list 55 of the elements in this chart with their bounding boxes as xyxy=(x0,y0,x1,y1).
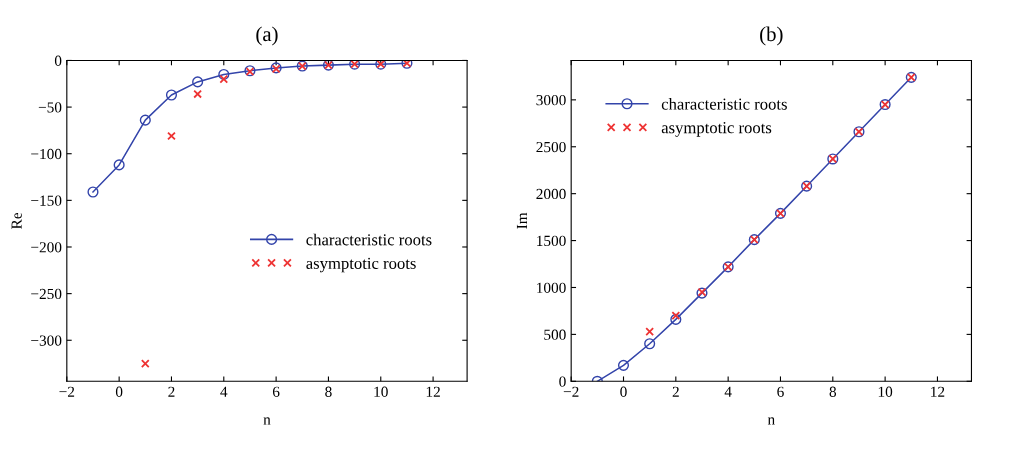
x-tick-label: 0 xyxy=(115,386,123,397)
x-tick-label: 4 xyxy=(724,386,732,397)
y-tick-label: 2500 xyxy=(536,141,566,153)
y-tick-label: 0 xyxy=(54,55,62,66)
point xyxy=(218,68,230,80)
chart-title: (a) xyxy=(256,26,278,46)
x-tick-label: 2 xyxy=(168,386,175,397)
x-tick-label: 12 xyxy=(931,386,945,397)
x-tick-label: 4 xyxy=(220,386,228,397)
x-tick-label: −2 xyxy=(59,386,75,397)
point xyxy=(140,359,150,368)
point xyxy=(167,131,176,141)
x-axis-title: n xyxy=(263,417,271,425)
y-tick-label: −300 xyxy=(31,335,62,346)
y-axis-title: Re xyxy=(11,212,22,229)
y-tick-label: 0 xyxy=(559,376,566,387)
chart-title: (b) xyxy=(760,26,783,46)
y-tick-label: −200 xyxy=(31,242,62,253)
y-tick-label: 1500 xyxy=(537,235,566,247)
y-tick-label: −150 xyxy=(31,195,62,206)
x-tick-label: 0 xyxy=(620,386,627,397)
x-tick-label: 2 xyxy=(672,386,679,397)
y-tick-label: 2000 xyxy=(536,188,566,200)
point xyxy=(671,311,681,321)
legend-label: characteristic roots xyxy=(306,233,432,246)
legend-label: asymptotic roots xyxy=(306,257,416,273)
y-axis-title: Im xyxy=(516,212,527,229)
y-tick-label: 1000 xyxy=(537,282,566,293)
x-tick-label: 8 xyxy=(325,386,332,397)
point xyxy=(165,89,178,101)
x-tick-label: 10 xyxy=(374,386,388,397)
x-tick-label: 8 xyxy=(829,386,837,397)
point xyxy=(670,313,682,325)
legend-label: characteristic roots xyxy=(661,98,787,110)
point xyxy=(87,186,99,198)
point xyxy=(644,338,656,350)
x-axis-title: n xyxy=(767,417,775,425)
point xyxy=(192,76,204,88)
point xyxy=(139,114,151,126)
x-tick-label: 10 xyxy=(878,386,893,397)
y-tick-label: −250 xyxy=(31,288,62,300)
point xyxy=(645,327,655,336)
point xyxy=(617,359,630,371)
x-tick-label: 6 xyxy=(272,386,280,397)
x-tick-label: 12 xyxy=(426,386,440,397)
point xyxy=(113,159,125,171)
point xyxy=(219,74,229,84)
y-tick-label: 3000 xyxy=(536,94,566,106)
y-tick-label: 500 xyxy=(544,329,566,340)
x-tick-label: −2 xyxy=(563,386,579,397)
y-tick-label: −100 xyxy=(31,148,62,160)
legend-label: asymptotic roots xyxy=(661,122,772,137)
point xyxy=(193,89,203,99)
y-tick-label: −50 xyxy=(38,102,62,113)
x-tick-label: 6 xyxy=(777,386,784,397)
